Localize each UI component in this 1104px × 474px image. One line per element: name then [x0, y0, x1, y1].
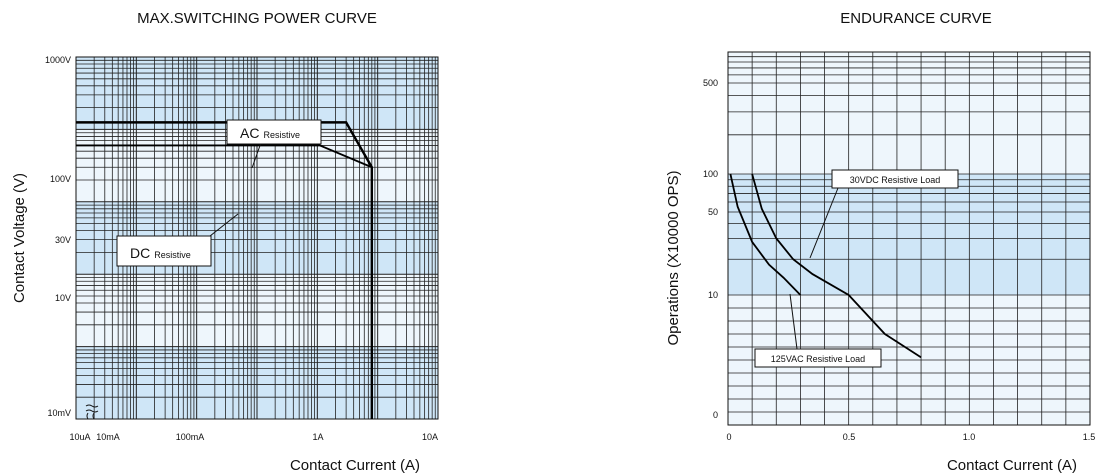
- chart2-band: [728, 174, 1090, 295]
- chart1-ytick-10v: 10V: [55, 293, 71, 303]
- chart1-xtick-10ua: 10uA: [69, 432, 90, 442]
- chart1-ytick-30v: 30V: [55, 235, 71, 245]
- chart2-title: ENDURANCE CURVE: [840, 10, 991, 27]
- dc-resistive-callout: DC Resistive: [130, 245, 191, 261]
- chart1-ytick-100v: 100V: [50, 174, 71, 184]
- chart1-series: [76, 121, 374, 419]
- chart2-ytick-50: 50: [708, 207, 718, 217]
- ac-load-callout: 125VAC Resistive Load: [771, 354, 865, 364]
- chart1-axis-break-marks: [85, 404, 99, 420]
- chart1-ytick-10mv: 10mV: [47, 408, 71, 418]
- chart2-xlabel: Contact Current (A): [947, 457, 1077, 474]
- chart2-xtick-0: 0: [726, 432, 731, 442]
- dc-30v-load-line: [751, 173, 922, 359]
- dc-load-callout-leader: [809, 187, 839, 259]
- endurance-chart: ENDURANCE CURVE 500 100 50 10 0 0 0.5 1.…: [665, 10, 1095, 474]
- ac-125v-load-line: [729, 173, 802, 296]
- ac-resistive-callout: AC Resistive: [240, 125, 300, 141]
- ac-resistive-callout-box: [226, 119, 322, 145]
- chart2-ytick-10: 10: [708, 290, 718, 300]
- chart1-xtick-1a: 1A: [312, 432, 323, 442]
- chart2-xtick-1-5: 1.5: [1083, 432, 1096, 442]
- chart1-xtick-10ma: 10mA: [96, 432, 120, 442]
- chart1-xlabel: Contact Current (A): [290, 457, 420, 474]
- chart1-xtick-10a: 10A: [422, 432, 438, 442]
- chart2-plot-frame: [727, 51, 1091, 426]
- chart2-band: [728, 52, 1090, 174]
- chart2-xtick-1-0: 1.0: [963, 432, 976, 442]
- chart2-ytick-100: 100: [703, 169, 718, 179]
- dc-resistive-line: [76, 144, 373, 169]
- dc-load-callout: 30VDC Resistive Load: [850, 175, 941, 185]
- chart1-ytick-1000v: 1000V: [45, 55, 71, 65]
- chart2-ytick-0: 0: [713, 410, 718, 420]
- chart1-tick-labels: 1000V 100V 30V 10V 10mV 10uA 10mA 100mA …: [45, 55, 438, 442]
- dc-resistive-callout-box: [116, 235, 212, 267]
- chart2-tick-labels: 500 100 50 10 0 0 0.5 1.0 1.5: [703, 78, 1095, 442]
- dc-load-callout-box: [831, 169, 959, 189]
- chart2-grid: [728, 52, 1090, 425]
- switching-power-chart: MAX.SWITCHING POWER CURVE 1000V 100V 30V…: [11, 10, 439, 474]
- ac-resistive-line: [76, 121, 374, 419]
- dc-callout-leader: [209, 213, 239, 237]
- chart1-plot-frame: [75, 56, 439, 420]
- ac-callout-leader: [251, 139, 263, 169]
- chart1-ylabel: Contact Voltage (V): [11, 173, 28, 303]
- chart2-series: [729, 173, 922, 359]
- ac-load-callout-leader: [789, 293, 798, 350]
- chart1-title: MAX.SWITCHING POWER CURVE: [137, 10, 377, 27]
- ac-load-callout-box: [754, 348, 882, 368]
- chart2-ylabel: Operations (X10000 OPS): [665, 170, 682, 345]
- chart1-xtick-100ma: 100mA: [176, 432, 205, 442]
- chart2-xtick-0-5: 0.5: [843, 432, 856, 442]
- chart2-ytick-500: 500: [703, 78, 718, 88]
